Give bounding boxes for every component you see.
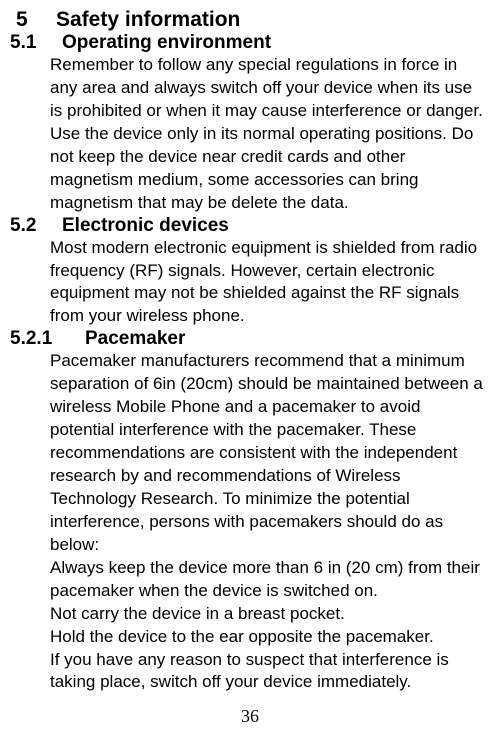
heading-5-2-1: 5.2.1 Pacemaker bbox=[10, 328, 490, 350]
body-5-2-1-p4: Hold the device to the ear opposite the … bbox=[50, 626, 488, 649]
heading-5-2-1-title: Pacemaker bbox=[85, 328, 185, 350]
body-5-2-1-p5: If you have any reason to suspect that i… bbox=[50, 649, 488, 695]
body-5-2-1-p1: Pacemaker manufacturers recommend that a… bbox=[50, 350, 488, 556]
heading-5-1-number: 5.1 bbox=[10, 32, 62, 54]
heading-5-2: 5.2 Electronic devices bbox=[10, 215, 490, 237]
heading-5-1-title: Operating environment bbox=[62, 32, 271, 54]
heading-5-number: 5 bbox=[10, 8, 56, 32]
body-5-2: Most modern electronic equipment is shie… bbox=[50, 237, 488, 329]
body-5-2-1-p3: Not carry the device in a breast pocket. bbox=[50, 603, 488, 626]
heading-5-title: Safety information bbox=[56, 8, 240, 32]
heading-5-1: 5.1 Operating environment bbox=[10, 32, 490, 54]
heading-5: 5 Safety information bbox=[10, 8, 490, 32]
heading-5-2-title: Electronic devices bbox=[62, 215, 229, 237]
heading-5-2-1-number: 5.2.1 bbox=[10, 328, 85, 350]
body-5-1: Remember to follow any special regulatio… bbox=[50, 54, 488, 215]
heading-5-2-number: 5.2 bbox=[10, 215, 62, 237]
body-5-2-1-p2: Always keep the device more than 6 in (2… bbox=[50, 557, 488, 603]
page-number: 36 bbox=[0, 706, 500, 727]
page: 5 Safety information 5.1 Operating envir… bbox=[0, 0, 500, 739]
